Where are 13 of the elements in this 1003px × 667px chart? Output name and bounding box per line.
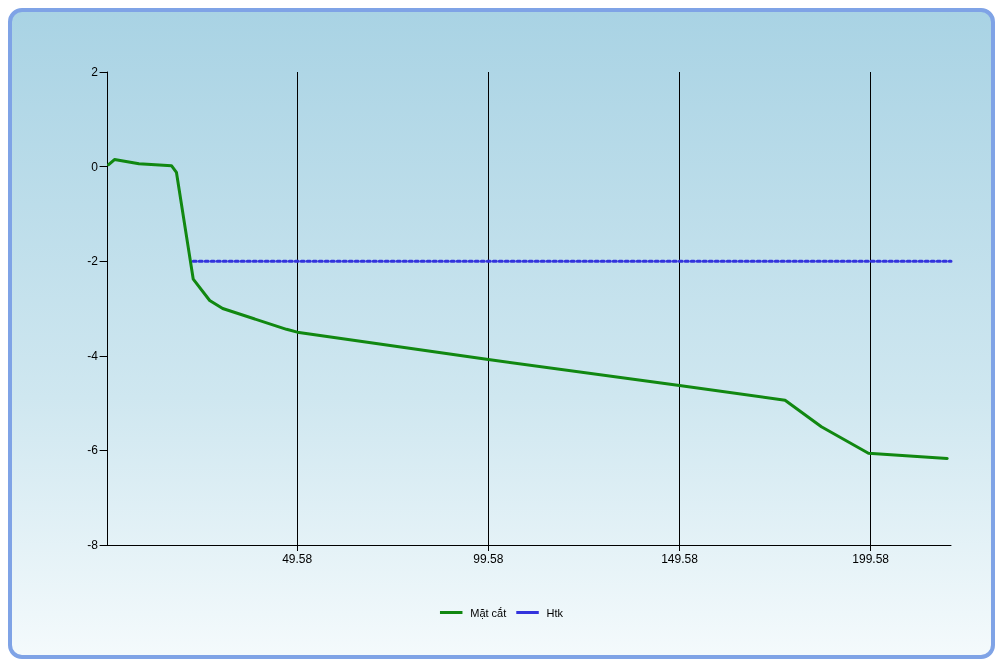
x-tick-label: 49.58 [282,552,313,566]
x-tick-label: 99.58 [473,552,504,566]
y-tick-label: -2 [87,254,99,269]
y-tick-label: 2 [91,65,99,79]
x-tick-label: 199.58 [852,552,890,566]
y-tick-label: -6 [87,443,99,458]
y-tick-label: -4 [87,348,99,363]
legend-label: Mặt cắt [470,606,507,619]
legend-label: Htk [546,606,564,619]
x-tick-label: 149.58 [661,552,699,566]
y-tick-label: 0 [91,159,99,174]
y-tick-label: -8 [87,538,99,552]
line-series [107,158,949,460]
